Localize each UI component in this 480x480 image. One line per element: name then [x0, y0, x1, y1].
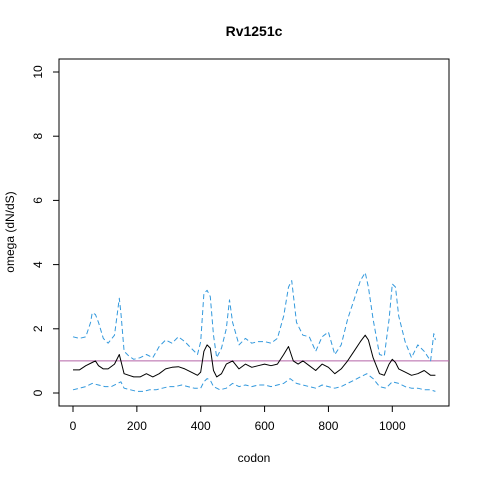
- y-tick-label: 6: [31, 197, 45, 204]
- y-axis: 0 2 4 6 8 10: [31, 65, 60, 396]
- y-tick-label: 2: [31, 325, 45, 332]
- chart-title: Rv1251c: [226, 23, 283, 39]
- y-tick-label: 10: [31, 65, 45, 79]
- x-tick-label: 0: [70, 419, 77, 433]
- x-tick-label: 800: [318, 419, 338, 433]
- x-tick-label: 200: [127, 419, 147, 433]
- x-axis-label: codon: [238, 451, 271, 465]
- plot-frame: [58, 58, 450, 407]
- y-tick-label: 8: [31, 133, 45, 140]
- y-tick-label: 4: [31, 261, 45, 268]
- x-axis: 0 200 400 600 800 1000: [70, 405, 406, 433]
- lower-series-line: [72, 373, 436, 392]
- upper-series-line: [72, 272, 436, 362]
- x-tick-label: 400: [191, 419, 211, 433]
- series-layer: [59, 272, 449, 392]
- x-tick-label: 1000: [379, 419, 406, 433]
- mean-series-line: [73, 334, 436, 378]
- y-axis-label: omega (dN/dS): [3, 191, 17, 272]
- y-tick-label: 0: [31, 389, 45, 396]
- x-tick-label: 600: [255, 419, 275, 433]
